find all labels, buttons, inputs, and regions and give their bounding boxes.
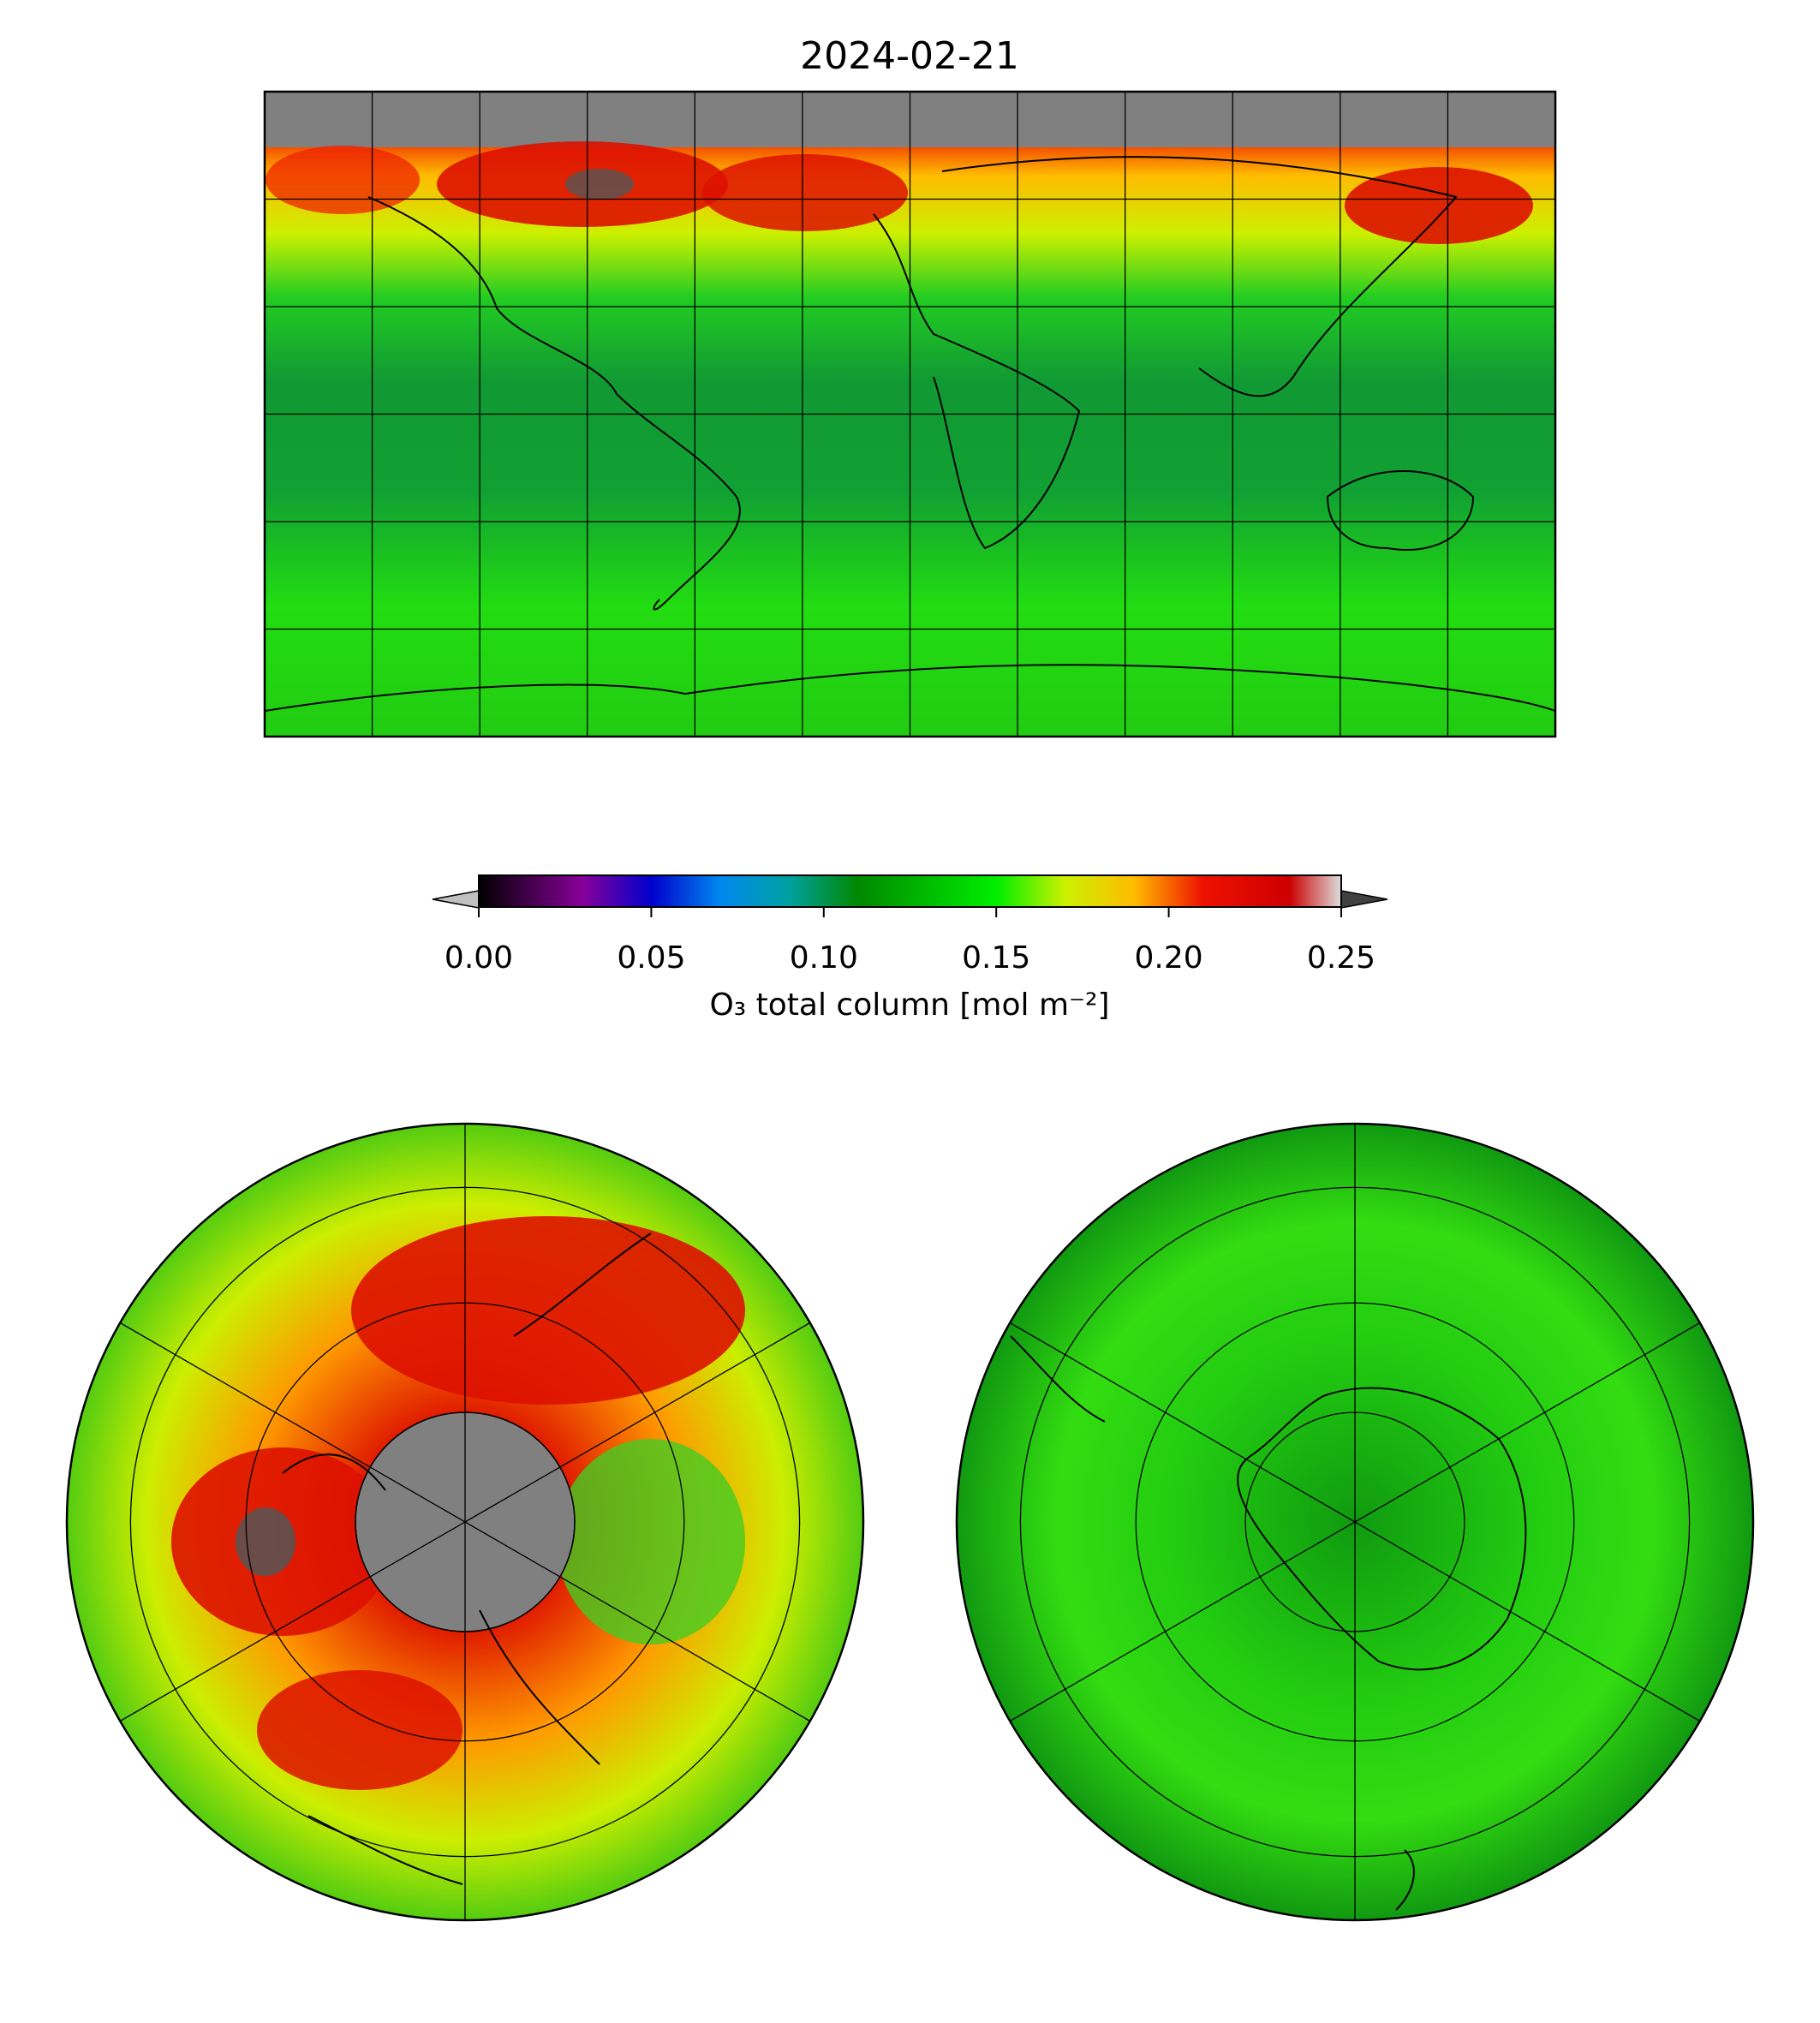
north-high-ozone-lobe-3: [257, 1670, 462, 1790]
north-coastlines: [282, 1232, 652, 1885]
colorbar-label: O₃ total column [mol m⁻²]: [709, 988, 1109, 1023]
north-polar-frame: [65, 1122, 865, 1922]
colorbar-tick-label: 0.05: [617, 940, 685, 976]
south-polar-panel: [955, 1122, 1755, 1922]
colorbar-under-extension: [432, 890, 480, 909]
global-map-frame: [263, 90, 1557, 738]
colorbar-tick-label: 0.25: [1307, 940, 1375, 976]
colorbar-bar: [478, 874, 1342, 908]
coastline-antarctica: [265, 664, 1555, 712]
high-ozone-region-east-asia: [1345, 167, 1533, 244]
colorbar-tick-label: 0.20: [1135, 940, 1203, 976]
coastline-europe-africa: [873, 213, 1081, 550]
coastline-australia: [1326, 470, 1475, 551]
colorbar-tick-label: 0.15: [962, 940, 1030, 976]
high-ozone-region-atlantic: [702, 154, 908, 231]
colorbar: 0.00 0.05 0.10 0.15 0.20 0.25 O₃ total column…: [432, 874, 1388, 1023]
colorbar-tick-label: 0.00: [445, 940, 513, 976]
global-map-panel: [263, 90, 1557, 738]
south-polar-frame: [955, 1122, 1755, 1922]
global-gridlines: [265, 92, 1555, 737]
colorbar-over-extension: [1340, 890, 1388, 909]
north-low-ozone-patch: [236, 1507, 295, 1576]
north-polar-gridlines: [119, 1124, 811, 1920]
colorbar-ticks: 0.00 0.05 0.10 0.15 0.20 0.25: [445, 907, 1375, 976]
antarctica-coastline: [1237, 1387, 1527, 1671]
high-ozone-region-pacific: [266, 146, 420, 214]
new-zealand-coastline: [1395, 1849, 1415, 1911]
figure-title: 2024-02-21: [800, 34, 1019, 78]
south-polar-gridlines: [1009, 1124, 1701, 1920]
north-moderate-ozone-region: [557, 1439, 745, 1644]
low-ozone-region-greenland: [565, 169, 634, 200]
north-polar-panel: [65, 1122, 865, 1922]
coastline-asia: [941, 156, 1458, 397]
colorbar-tick-label: 0.10: [790, 940, 858, 976]
south-america-coastline: [1010, 1335, 1106, 1423]
